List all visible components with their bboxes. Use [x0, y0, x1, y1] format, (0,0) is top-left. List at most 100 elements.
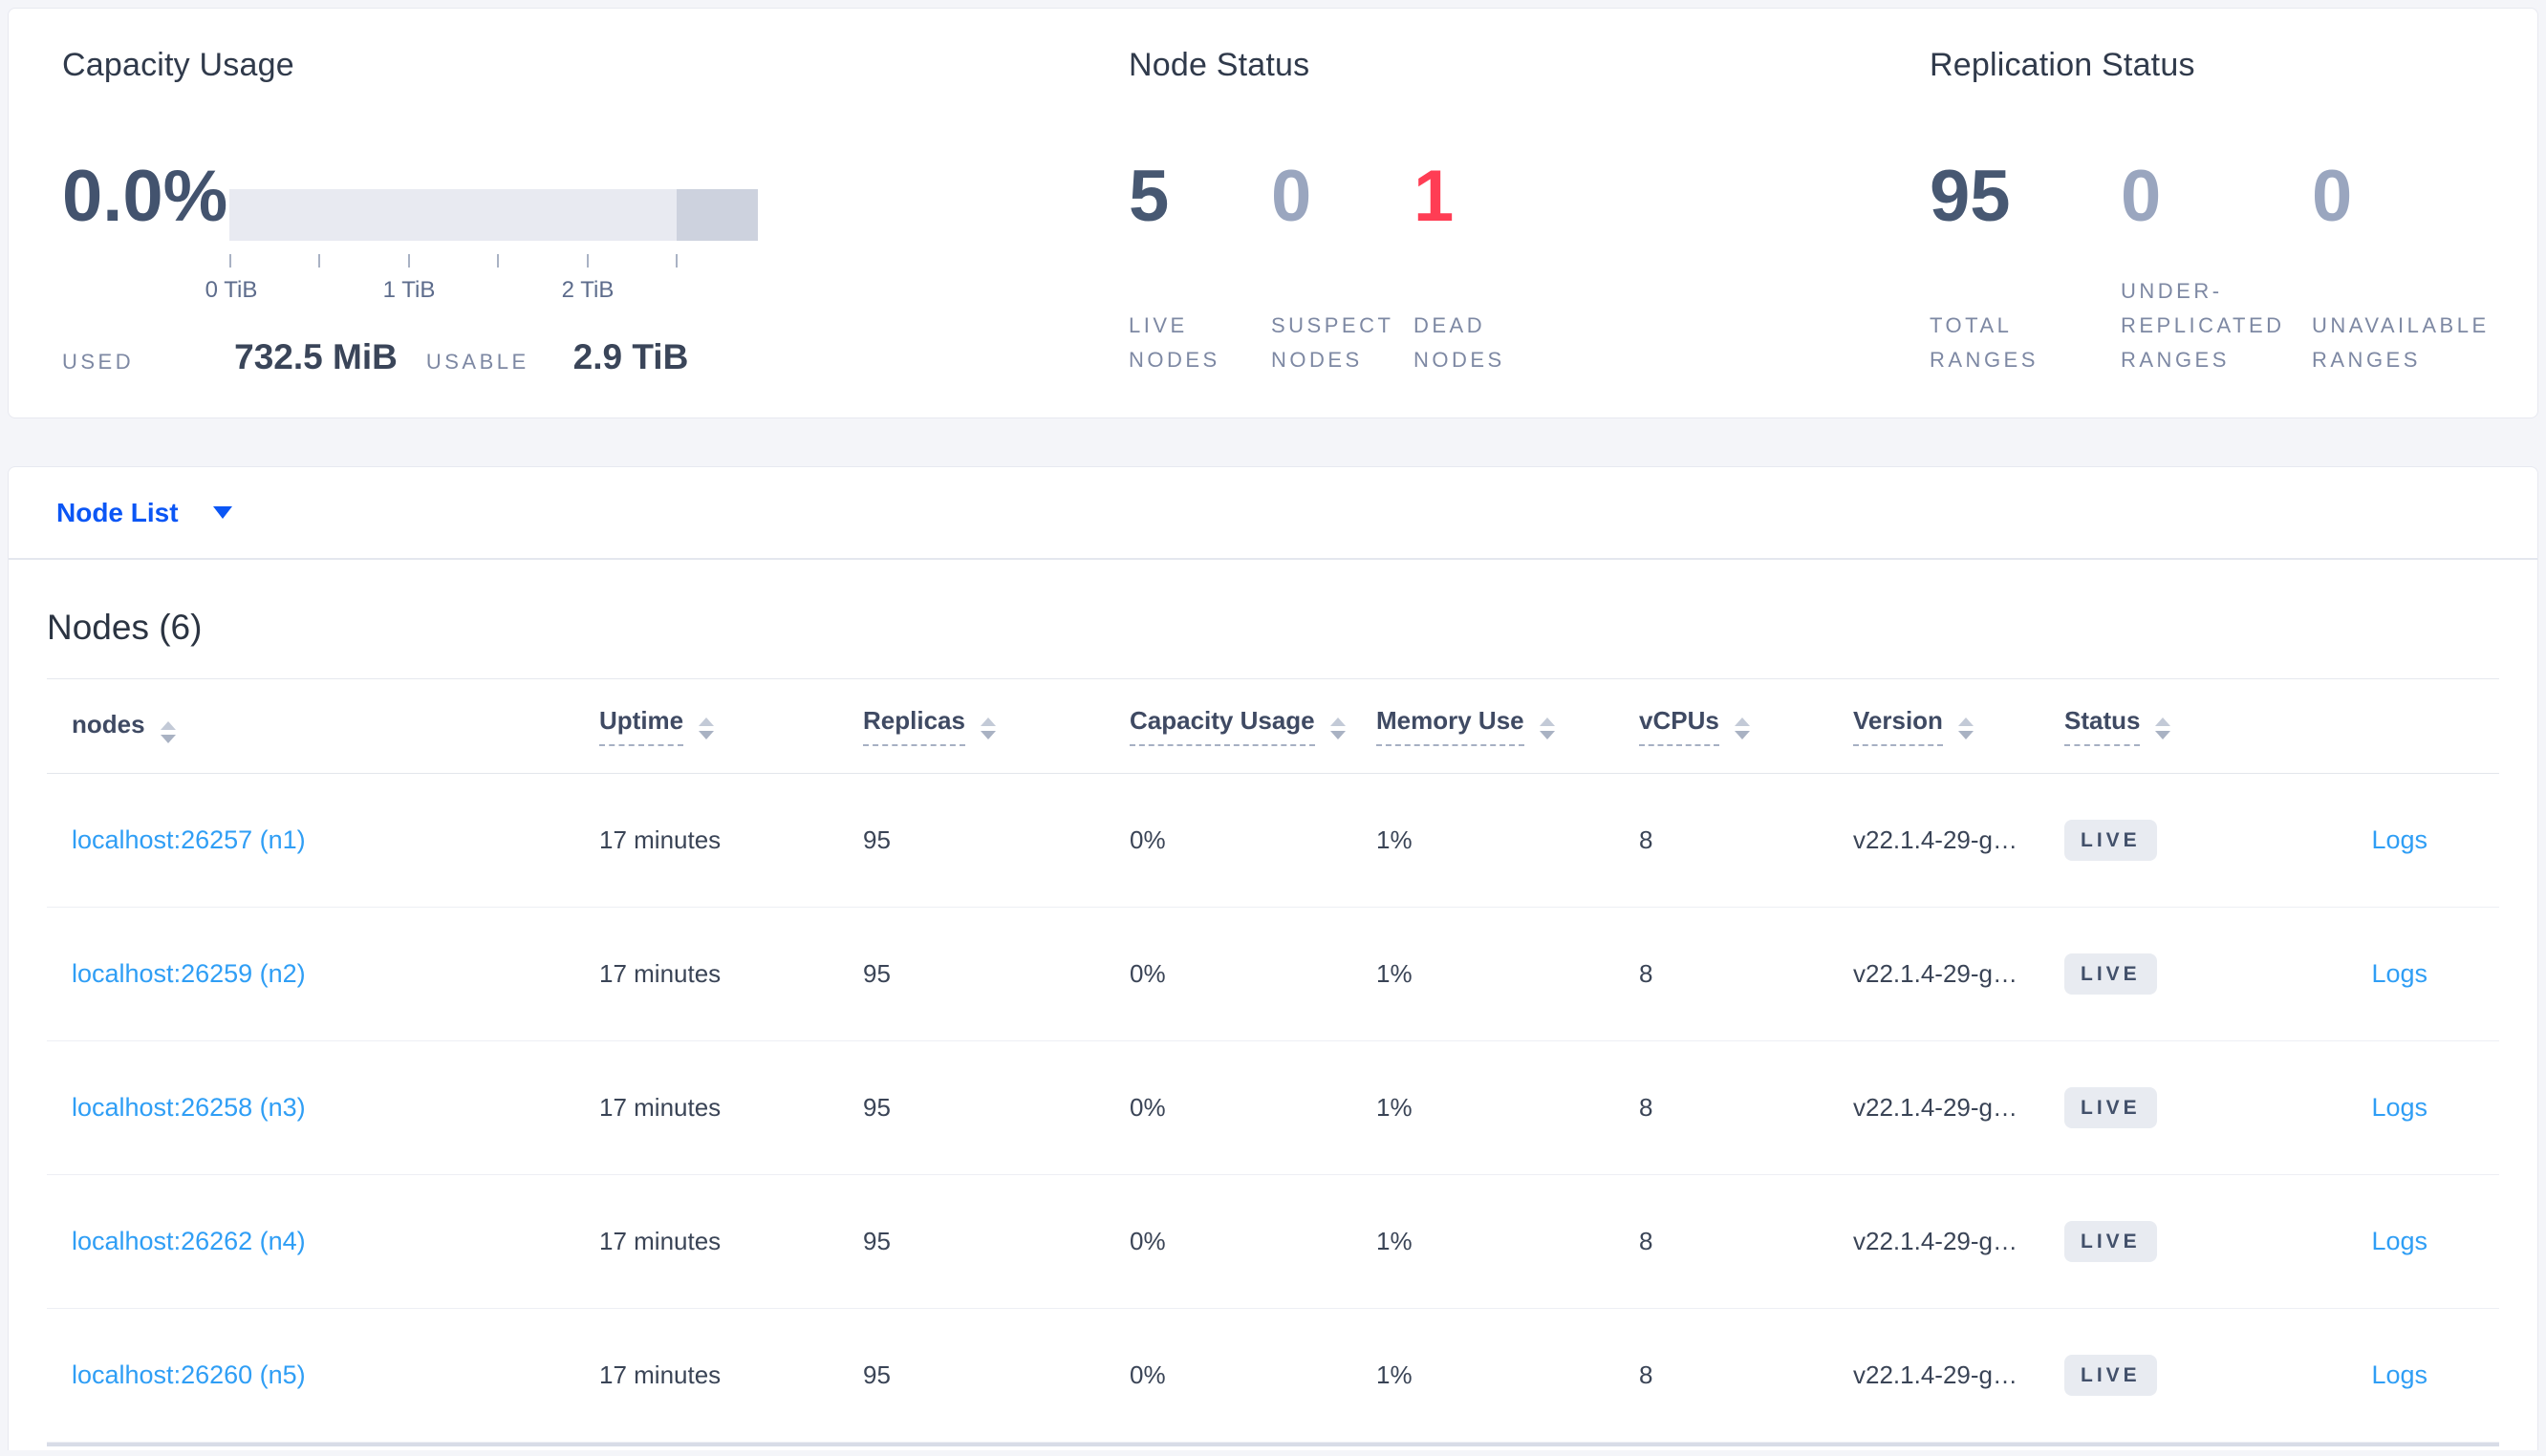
- capacity-usage-chart: 0.0% 0 TiB 1 TiB 2 TiB: [62, 159, 1075, 306]
- used-label: USED: [62, 350, 135, 374]
- vcpus-cell: 8: [1639, 1360, 1653, 1389]
- status-badge: LIVE: [2064, 1221, 2157, 1262]
- capacity-used-usable-row: USED 732.5 MiB USABLE 2.9 TiB: [62, 337, 1075, 377]
- version-cell: v22.1.4-29-g…: [1853, 1227, 2017, 1255]
- live-nodes-label: LIVE NODES: [1129, 313, 1220, 372]
- replicas-cell: 95: [863, 1093, 891, 1122]
- usable-value: 2.9 TiB: [572, 337, 689, 376]
- axis-label-0tib: 0 TiB: [205, 277, 258, 303]
- used-value: 732.5 MiB: [234, 337, 398, 376]
- vcpus-cell: 8: [1639, 1093, 1653, 1122]
- axis-label-1tib: 1 TiB: [382, 277, 436, 303]
- sort-icon[interactable]: [160, 720, 176, 743]
- replicas-cell: 95: [863, 959, 891, 988]
- uptime-cell: 17 minutes: [599, 1093, 722, 1122]
- sort-icon[interactable]: [1539, 717, 1555, 739]
- replicas-cell: 95: [863, 825, 891, 854]
- node-link[interactable]: localhost:26262 (n4): [72, 1227, 306, 1255]
- capacity-cell: 0%: [1130, 825, 1166, 854]
- node-link[interactable]: localhost:26258 (n3): [72, 1093, 306, 1122]
- sort-icon[interactable]: [1957, 717, 1974, 739]
- capacity-cell: 0%: [1130, 959, 1166, 988]
- capacity-cell: 0%: [1130, 1093, 1166, 1122]
- sort-icon[interactable]: [980, 717, 996, 739]
- version-cell: v22.1.4-29-g…: [1853, 1093, 2017, 1122]
- table-bottom-divider: [47, 1443, 2499, 1446]
- column-header-memory-use[interactable]: Memory Use: [1376, 706, 1639, 746]
- memory-cell: 1%: [1376, 959, 1413, 988]
- logs-link[interactable]: Logs: [2371, 1093, 2427, 1122]
- uptime-cell: 17 minutes: [599, 1227, 722, 1255]
- node-link[interactable]: localhost:26259 (n2): [72, 959, 306, 988]
- logs-link[interactable]: Logs: [2371, 959, 2427, 988]
- total-ranges-stat: 95 TOTAL RANGES: [1930, 159, 2107, 377]
- vcpus-cell: 8: [1639, 959, 1653, 988]
- usable-label: USABLE: [425, 350, 529, 374]
- logs-link[interactable]: Logs: [2371, 825, 2427, 854]
- unavailable-ranges-label: UNAVAILABLE RANGES: [2312, 313, 2490, 372]
- logs-link[interactable]: Logs: [2371, 1360, 2427, 1389]
- cluster-summary-card: Capacity Usage 0.0% 0 TiB 1 TiB 2 TiB: [8, 8, 2538, 418]
- live-nodes-value: 5: [1129, 156, 1170, 237]
- version-cell: v22.1.4-29-g…: [1853, 825, 2017, 854]
- column-header-status[interactable]: Status: [2064, 706, 2234, 746]
- node-link[interactable]: localhost:26257 (n1): [72, 825, 306, 854]
- unavailable-ranges-value: 0: [2312, 156, 2353, 237]
- view-selector-dropdown[interactable]: Node List: [56, 497, 179, 527]
- total-ranges-label: TOTAL RANGES: [1930, 313, 2039, 372]
- under-replicated-ranges-stat: 0 UNDER-REPLICATED RANGES: [2121, 159, 2298, 377]
- uptime-cell: 17 minutes: [599, 959, 722, 988]
- dead-nodes-stat: 1 DEAD NODES: [1413, 159, 1536, 377]
- status-badge: LIVE: [2064, 1355, 2157, 1396]
- column-header-uptime[interactable]: Uptime: [599, 706, 863, 746]
- vcpus-cell: 8: [1639, 825, 1653, 854]
- version-cell: v22.1.4-29-g…: [1853, 959, 2017, 988]
- column-header-capacity-usage[interactable]: Capacity Usage: [1130, 706, 1376, 746]
- node-status-panel: Node Status 5 LIVE NODES 0 SUSPECT NODES…: [1129, 9, 1702, 418]
- table-row: localhost:26260 (n5) 17 minutes 95 0% 1%…: [47, 1309, 2499, 1443]
- replicas-cell: 95: [863, 1360, 891, 1389]
- uptime-cell: 17 minutes: [599, 1360, 722, 1389]
- capacity-bar-tail-segment: [676, 189, 758, 241]
- sort-icon[interactable]: [699, 717, 715, 739]
- uptime-cell: 17 minutes: [599, 825, 722, 854]
- capacity-bar: [229, 189, 758, 241]
- view-selector-bar: Node List: [9, 467, 2537, 560]
- table-row: localhost:26262 (n4) 17 minutes 95 0% 1%…: [47, 1175, 2499, 1309]
- status-badge: LIVE: [2064, 1087, 2157, 1128]
- status-badge: LIVE: [2064, 953, 2157, 995]
- table-row: localhost:26259 (n2) 17 minutes 95 0% 1%…: [47, 908, 2499, 1041]
- replication-status-stats: 95 TOTAL RANGES 0 UNDER-REPLICATED RANGE…: [1930, 159, 2522, 377]
- logs-link[interactable]: Logs: [2371, 1227, 2427, 1255]
- nodes-table: nodes Uptime Replicas Capacity Usage Mem…: [47, 678, 2499, 1446]
- memory-cell: 1%: [1376, 1360, 1413, 1389]
- replicas-cell: 95: [863, 1227, 891, 1255]
- memory-cell: 1%: [1376, 1093, 1413, 1122]
- memory-cell: 1%: [1376, 1227, 1413, 1255]
- sort-icon[interactable]: [2155, 717, 2171, 739]
- status-badge: LIVE: [2064, 820, 2157, 861]
- suspect-nodes-value: 0: [1271, 156, 1312, 237]
- version-cell: v22.1.4-29-g…: [1853, 1360, 2017, 1389]
- axis-label-2tib: 2 TiB: [561, 277, 615, 303]
- dead-nodes-value: 1: [1413, 156, 1455, 237]
- suspect-nodes-stat: 0 SUSPECT NODES: [1271, 159, 1393, 377]
- column-header-replicas[interactable]: Replicas: [863, 706, 1130, 746]
- capacity-usage-title: Capacity Usage: [62, 47, 294, 83]
- column-header-nodes[interactable]: nodes: [72, 710, 599, 743]
- capacity-bar-chart: 0 TiB 1 TiB 2 TiB: [205, 159, 758, 306]
- chevron-down-icon[interactable]: [212, 506, 232, 519]
- vcpus-cell: 8: [1639, 1227, 1653, 1255]
- column-header-version[interactable]: Version: [1853, 706, 2064, 746]
- nodes-table-title: Nodes (6): [47, 608, 203, 647]
- column-header-vcpus[interactable]: vCPUs: [1639, 706, 1853, 746]
- capacity-axis-ticks: [229, 254, 758, 268]
- sort-icon[interactable]: [1734, 717, 1750, 739]
- nodes-table-header: nodes Uptime Replicas Capacity Usage Mem…: [47, 678, 2499, 774]
- memory-cell: 1%: [1376, 825, 1413, 854]
- sort-icon[interactable]: [1329, 717, 1346, 739]
- total-ranges-value: 95: [1930, 156, 2011, 237]
- capacity-percent-value: 0.0%: [62, 156, 228, 237]
- node-link[interactable]: localhost:26260 (n5): [72, 1360, 306, 1389]
